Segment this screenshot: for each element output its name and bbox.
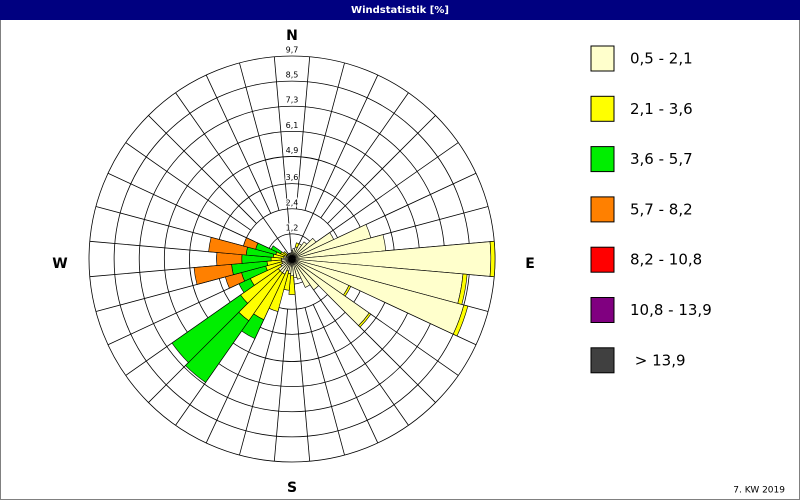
- r-tick-label: 1,2: [286, 223, 299, 232]
- legend-swatch: [590, 246, 615, 273]
- wedge: [452, 304, 469, 337]
- legend-label: 3,6 - 5,7: [630, 150, 693, 168]
- wedge: [494, 241, 495, 277]
- grid-spoke: [304, 62, 345, 211]
- wedge: [291, 258, 311, 288]
- grid-spoke: [320, 92, 409, 219]
- wedge: [193, 263, 234, 285]
- wedge: [283, 251, 288, 256]
- annotation: 7. KW 2019: [733, 486, 785, 496]
- legend-label: 5,7 - 8,2: [630, 200, 693, 218]
- legend-swatch: [590, 347, 615, 374]
- wedge: [171, 294, 249, 364]
- wedge: [290, 252, 293, 260]
- wedge: [358, 312, 372, 328]
- legend-swatch: [590, 95, 615, 122]
- grid-spoke: [148, 115, 257, 224]
- wedge: [489, 240, 496, 278]
- grid-spoke: [273, 309, 289, 462]
- compass-label: E: [525, 256, 535, 272]
- grid-spoke: [125, 142, 252, 231]
- wedge: [270, 245, 283, 255]
- r-tick-label: 9,7: [286, 46, 299, 55]
- r-tick-label: 8,5: [286, 71, 299, 80]
- r-tick-label: 7,3: [286, 96, 299, 105]
- legend-label: 10,8 - 13,9: [630, 301, 712, 319]
- legend-swatch: [590, 146, 615, 173]
- legend-swatch: [590, 196, 615, 223]
- wedge: [288, 275, 296, 295]
- wedge: [243, 237, 259, 250]
- grid-spoke: [327, 115, 436, 224]
- legend-label: 0,5 - 2,1: [630, 50, 693, 68]
- legend-swatch: [590, 297, 615, 323]
- r-tick-label: 6,1: [286, 121, 299, 130]
- legend-swatch: [590, 45, 615, 72]
- wedge: [185, 311, 250, 383]
- grid-spoke: [239, 307, 280, 456]
- legend-label: 8,2 - 10,8: [630, 251, 702, 269]
- grid-spoke: [312, 304, 379, 444]
- grid-spoke: [273, 56, 293, 260]
- compass-label: N: [286, 28, 298, 44]
- r-tick-label: 2,4: [286, 198, 299, 207]
- grid-spoke: [295, 56, 311, 209]
- legend-label: > 13,9: [630, 351, 686, 369]
- r-tick-label: 4,9: [286, 146, 299, 155]
- grid-spoke: [175, 92, 293, 260]
- legend-label: 2,1 - 3,6: [630, 100, 693, 118]
- grid-spoke: [107, 279, 247, 346]
- grid-spoke: [239, 62, 280, 211]
- compass-label: W: [52, 256, 67, 272]
- r-tick-label: 3,6: [286, 173, 299, 182]
- title-bar: [0, 0, 800, 20]
- grid-spoke: [291, 74, 379, 260]
- grid-spoke: [205, 74, 272, 214]
- chart-title: Windstatistik [%]: [351, 5, 449, 16]
- wedge: [208, 236, 248, 256]
- wedge: [291, 258, 302, 280]
- grid-spoke: [304, 307, 345, 456]
- compass-label: S: [287, 480, 297, 496]
- wedge: [291, 258, 320, 291]
